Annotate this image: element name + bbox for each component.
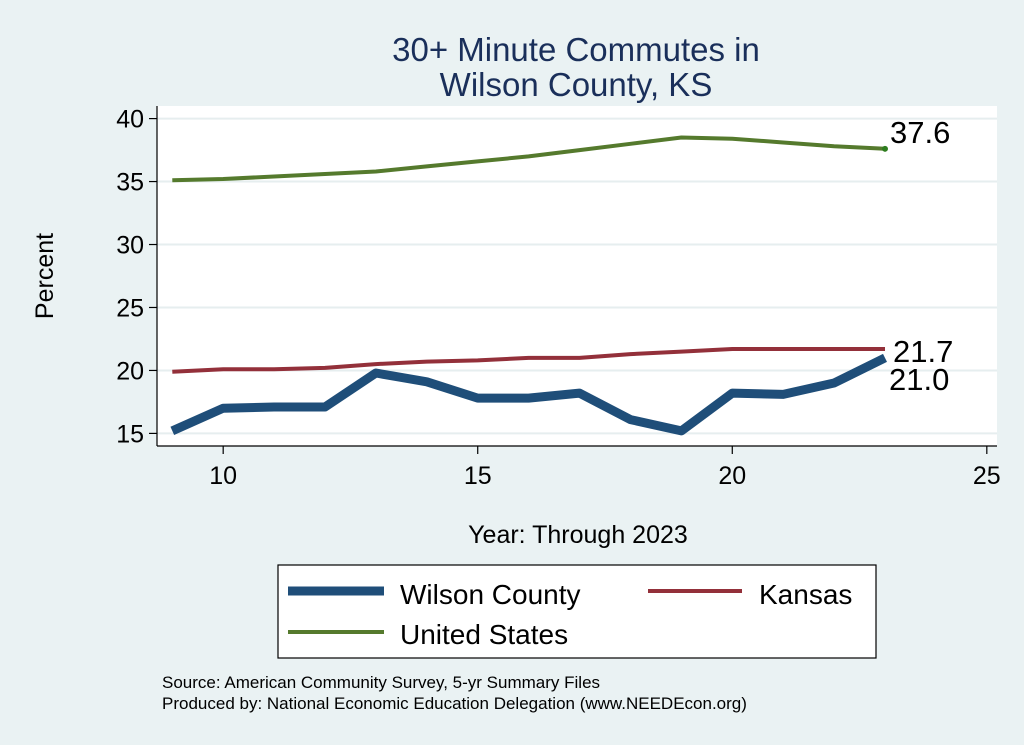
legend: Wilson County Kansas United States (288, 579, 852, 650)
y-tick-label: 20 (116, 357, 144, 385)
y-tick-label: 40 (116, 106, 144, 134)
chart-title-line-1: 30+ Minute Commutes in (392, 31, 760, 68)
y-tick-label: 25 (116, 294, 144, 322)
series-line-kansas (172, 347, 885, 374)
x-tick-label: 10 (209, 462, 237, 490)
series-end-marker (882, 145, 888, 152)
legend-label: United States (400, 619, 568, 650)
legend-label: Kansas (759, 579, 852, 610)
legend-box (277, 564, 877, 659)
y-tick-label: 35 (116, 169, 144, 197)
producer-note: Produced by: National Economic Education… (162, 694, 747, 713)
y-tick-label: 15 (116, 420, 144, 448)
x-axis-title: Year: Through 2023 (468, 521, 688, 549)
x-axis-ticks: 10 15 20 25 (209, 446, 1001, 490)
end-label-wilson-county: 21.0 (889, 362, 949, 397)
x-tick-label: 15 (464, 462, 492, 490)
series-line-wilson-county (170, 353, 887, 436)
legend-label: Wilson County (400, 579, 581, 610)
series-line-united-states (172, 135, 886, 183)
end-labels: 37.6 21.721.0 (889, 115, 953, 397)
end-label-united-states: 37.6 (890, 115, 950, 150)
y-axis-title: Percent (31, 233, 59, 319)
end-label-kansas: 21.7 (893, 334, 953, 369)
x-tick-label: 25 (973, 462, 1001, 490)
chart-title-line-2: Wilson County, KS (440, 66, 713, 103)
y-axis-ticks: 15 20 25 30 35 40 (116, 106, 157, 448)
series-lines (170, 135, 888, 436)
y-tick-label: 30 (116, 232, 144, 260)
x-tick-label: 20 (718, 462, 746, 490)
source-note: Source: American Community Survey, 5-yr … (162, 673, 600, 692)
